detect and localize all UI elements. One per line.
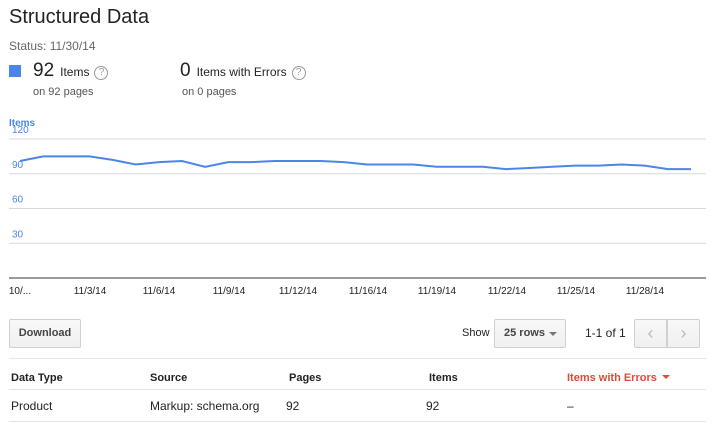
pagination-text: 1-1 of 1	[585, 326, 626, 340]
table-row[interactable]: Product Markup: schema.org 92 92 –	[9, 390, 706, 422]
chart-legend-items: Items	[9, 118, 36, 129]
y-tick-label: 30	[12, 229, 24, 240]
items-label: Items	[60, 65, 90, 79]
x-tick-label: 11/25/14	[557, 286, 596, 297]
x-tick-label: 11/28/14	[626, 286, 665, 297]
col-data-type[interactable]: Data Type	[11, 372, 63, 384]
y-tick-label: 90	[12, 160, 24, 171]
rows-per-page-select[interactable]: 25 rows	[494, 319, 566, 348]
cell-items-with-errors: –	[567, 399, 574, 413]
items-count: 92	[33, 60, 55, 81]
status-text: Status: 11/30/14	[9, 39, 96, 53]
chevron-down-icon	[549, 332, 557, 336]
col-pages[interactable]: Pages	[289, 372, 322, 384]
errors-pages: on 0 pages	[182, 86, 237, 98]
x-tick-label: 11/16/14	[349, 286, 388, 297]
errors-label: Items with Errors	[196, 65, 287, 79]
data-table: Data Type Source Pages Items Items with …	[9, 358, 706, 422]
errors-count: 0	[180, 60, 191, 81]
next-page-button[interactable]: ›	[667, 319, 700, 348]
x-tick-label: 11/19/14	[418, 286, 457, 297]
col-source[interactable]: Source	[150, 372, 188, 384]
cell-data-type[interactable]: Product	[11, 399, 53, 413]
sort-desc-icon	[661, 375, 670, 379]
chart-svg: 120 90 60 30 10/... 11/3/14 11/6/14 11/9/14 11/1…	[9, 125, 706, 297]
y-tick-label: 60	[12, 195, 24, 206]
page-title: Structured Data	[9, 6, 150, 28]
download-button[interactable]: Download	[9, 319, 81, 348]
prev-page-button[interactable]: ‹	[634, 319, 667, 348]
col-items-with-errors[interactable]: Items with Errors	[567, 372, 670, 384]
items-series-line	[19, 155, 691, 171]
x-tick-label: 10/...	[9, 286, 31, 297]
cell-items: 92	[426, 399, 440, 413]
help-icon[interactable]: ?	[94, 66, 109, 80]
col-items-with-errors-label: Items with Errors	[567, 372, 657, 384]
table-toolbar: Download Show 25 rows 1-1 of 1 ‹ ›	[0, 318, 721, 350]
items-series-swatch[interactable]	[9, 65, 21, 77]
items-pages: on 92 pages	[33, 86, 94, 98]
rows-select-value: 25 rows	[504, 327, 545, 339]
items-stat: 92 Items ? on 92 pages	[9, 60, 109, 98]
cell-pages: 92	[286, 399, 300, 413]
help-icon[interactable]: ?	[291, 66, 306, 80]
x-tick-label: 11/9/14	[213, 286, 246, 297]
x-tick-label: 11/22/14	[488, 286, 527, 297]
items-chart[interactable]: Items 120 90 60 30 10/... 11/3/14 11/6/14 11/9/…	[0, 112, 721, 302]
table-header: Data Type Source Pages Items Items with …	[9, 358, 706, 390]
x-tick-label: 11/6/14	[143, 286, 176, 297]
col-items[interactable]: Items	[429, 372, 458, 384]
errors-stat: 0 Items with Errors ? on 0 pages	[180, 60, 306, 98]
x-tick-label: 11/12/14	[279, 286, 318, 297]
y-tick-label: 120	[12, 125, 29, 136]
cell-source: Markup: schema.org	[150, 399, 260, 413]
show-label: Show	[462, 327, 490, 339]
x-tick-label: 11/3/14	[74, 286, 107, 297]
